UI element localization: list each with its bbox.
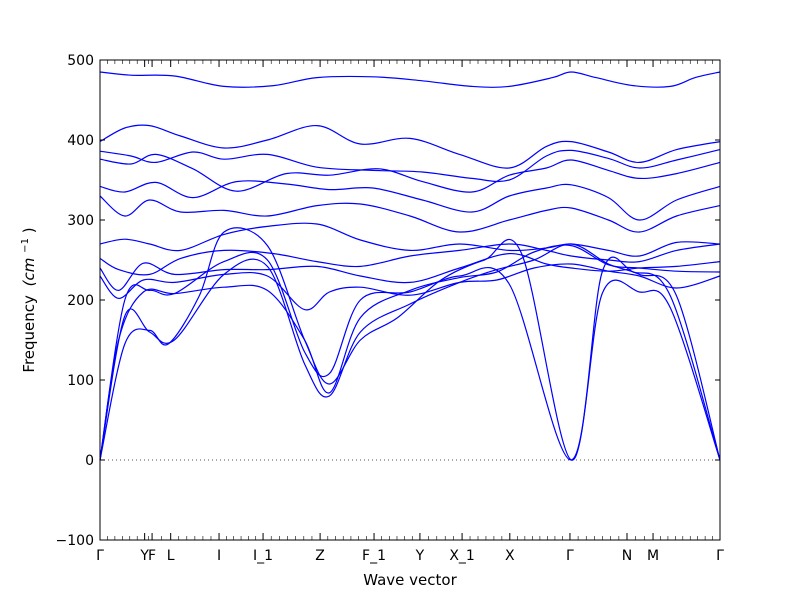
y-axis-label-text: Frequency (20, 295, 38, 373)
x-tick-label-2: Y (139, 548, 149, 564)
y-tick-label: 300 (67, 213, 94, 229)
x-tick-label-7: Z (315, 548, 325, 564)
y-tick-label: 200 (67, 293, 94, 309)
x-tick-label-4: L (167, 548, 175, 564)
branch-line-12 (99, 243, 721, 461)
branch-line-13 (99, 227, 721, 461)
branch-line-4 (99, 153, 721, 193)
branch-line-11 (99, 244, 721, 461)
y-tick-label: −100 (56, 533, 94, 549)
branch-line-3 (99, 149, 721, 183)
y-tick-label: 400 (67, 133, 94, 149)
x-tick-label-15: Γ (716, 548, 724, 564)
y-axis-label-unit-exp: −1 (20, 238, 31, 253)
y-axis-ticks: −100 0 100 200 300 400 500 (56, 53, 720, 549)
x-tick-label-9: Y (415, 548, 425, 564)
x-tick-label-14: M (647, 548, 659, 564)
plot-background (100, 60, 720, 540)
branch-line-2 (99, 124, 721, 169)
x-axis-label: Wave vector (363, 571, 457, 589)
branch-line-10 (99, 263, 721, 311)
y-tick-label: 0 (85, 453, 94, 469)
phonon-branches (99, 71, 721, 461)
branch-line-9 (99, 252, 721, 291)
y-axis-label: Frequency (cm −1 ) (14, 227, 38, 372)
branch-line-5 (99, 180, 721, 221)
x-tick-label-6: I_1 (253, 548, 273, 564)
branch-line-1 (99, 71, 721, 88)
x-axis-ticks: Γ Y F L I I_1 Z F_1 Y X_1 X Γ N M Γ (96, 60, 724, 564)
y-tick-label: 100 (67, 373, 94, 389)
y-axis-label-unit-close: ) (20, 227, 38, 233)
y-axis-label-unit: (cm (20, 258, 38, 287)
x-tick-label-13: N (622, 548, 632, 564)
x-tick-label-11: X (505, 548, 515, 564)
branch-line-14 (99, 251, 721, 461)
branch-line-6 (99, 195, 721, 233)
y-tick-label: 500 (67, 53, 94, 69)
plot-area (100, 60, 720, 540)
branch-line-8 (99, 243, 721, 276)
x-tick-label-1: Γ (96, 548, 104, 564)
x-tick-label-3: F (148, 548, 156, 564)
branch-line-7 (99, 222, 721, 257)
x-tick-label-10: X_1 (449, 548, 475, 564)
x-tick-label-5: I (217, 548, 221, 564)
x-tick-label-12: Γ (566, 548, 574, 564)
x-tick-label-8: F_1 (362, 548, 386, 564)
